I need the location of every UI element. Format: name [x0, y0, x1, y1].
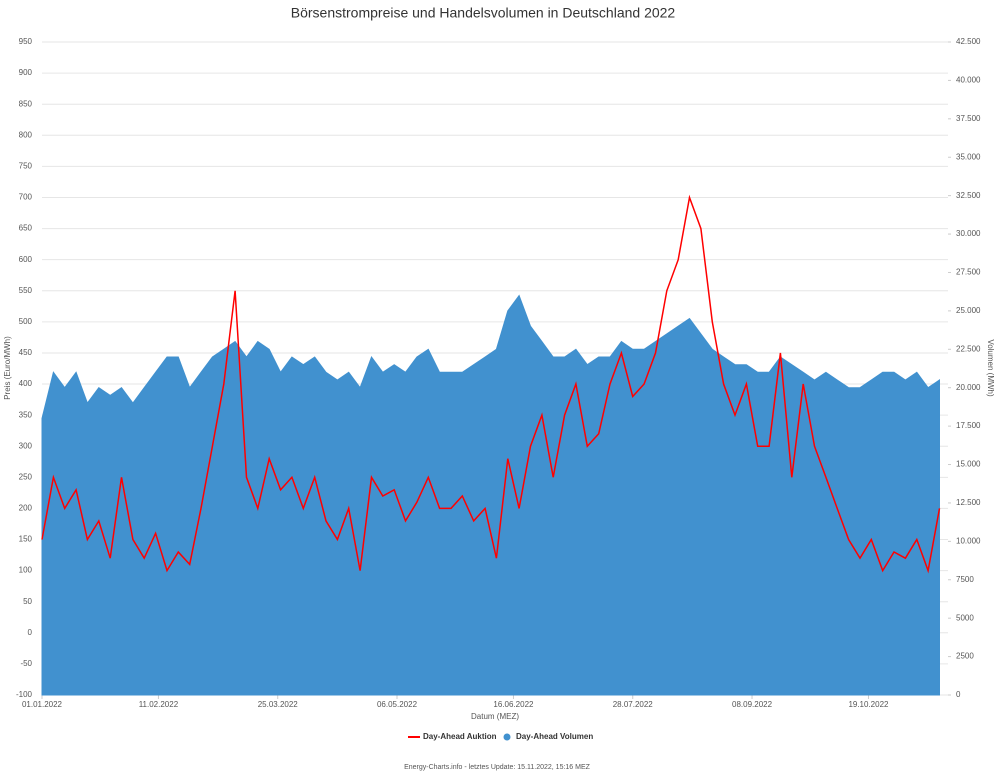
x-tick-label: 16.06.2022 — [493, 700, 534, 709]
y-tick-label: 950 — [19, 37, 33, 46]
y2-tick-label: 10.000 — [956, 536, 981, 545]
y-tick-label: 550 — [19, 286, 33, 295]
y2-tick-label: 15.000 — [956, 460, 981, 469]
y-tick-label: 350 — [19, 410, 33, 419]
y-tick-label: 250 — [19, 472, 33, 481]
y-tick-label: 450 — [19, 348, 33, 357]
y-tick-label: 200 — [19, 504, 33, 513]
y2-tick-label: 30.000 — [956, 229, 981, 238]
chart-title: Börsenstrompreise und Handelsvolumen in … — [291, 5, 676, 21]
y2-tick-label: 20.000 — [956, 383, 981, 392]
y2-axis-title: Volumen (MWh) — [986, 339, 995, 397]
legend-label: Day-Ahead Volumen — [516, 732, 593, 741]
y-tick-label: 50 — [23, 597, 32, 606]
y-tick-label: 400 — [19, 379, 33, 388]
y-tick-label: 300 — [19, 441, 33, 450]
x-tick-label: 11.02.2022 — [139, 700, 179, 709]
y2-tick-label: 27.500 — [956, 268, 981, 277]
y2-tick-label: 35.000 — [956, 152, 981, 161]
y-tick-label: 150 — [19, 535, 33, 544]
y-axis-title: Preis (Euro/MWh) — [3, 336, 12, 400]
legend-swatch — [503, 733, 511, 741]
x-tick-label: 01.01.2022 — [22, 700, 63, 709]
y2-tick-label: 40.000 — [956, 76, 981, 85]
y2-tick-label: 32.500 — [956, 191, 981, 200]
y2-tick-label: 22.500 — [956, 344, 981, 353]
y2-tick-label: 5000 — [956, 613, 974, 622]
y-tick-label: 100 — [19, 566, 33, 575]
y2-tick-label: 0 — [956, 690, 961, 699]
y-tick-label: 850 — [19, 99, 33, 108]
y-tick-label: -100 — [16, 690, 33, 699]
price-line — [41, 194, 941, 574]
y-tick-label: 0 — [28, 628, 33, 637]
x-tick-label: 25.03.2022 — [258, 700, 299, 709]
y-tick-label: 900 — [19, 68, 33, 77]
x-tick-label: 28.07.2022 — [613, 700, 654, 709]
x-tick-label: 19.10.2022 — [848, 700, 889, 709]
y2-tick-label: 2500 — [956, 652, 974, 661]
y2-tick-label: 37.500 — [956, 114, 981, 123]
y2-tick-label: 42.500 — [956, 37, 981, 46]
y2-tick-label: 12.500 — [956, 498, 981, 507]
y-tick-label: 750 — [19, 161, 33, 170]
y-tick-label: 500 — [19, 317, 33, 326]
footer: Energy-Charts.info - letztes Update: 15.… — [404, 764, 591, 771]
y2-tick-label: 17.500 — [956, 421, 981, 430]
y-tick-label: -50 — [20, 659, 32, 668]
x-tick-label: 06.05.2022 — [377, 700, 418, 709]
y2-tick-label: 7500 — [956, 575, 974, 584]
y2-tick-label: 25.000 — [956, 306, 981, 315]
y-tick-label: 800 — [19, 130, 33, 139]
x-tick-label: 08.09.2022 — [732, 700, 773, 709]
legend-label: Day-Ahead Auktion — [423, 732, 497, 741]
volume-area — [41, 294, 940, 696]
x-axis-title: Datum (MEZ) — [471, 712, 519, 721]
y-tick-label: 700 — [19, 193, 33, 202]
y-tick-label: 600 — [19, 255, 33, 264]
y-tick-label: 650 — [19, 224, 33, 233]
